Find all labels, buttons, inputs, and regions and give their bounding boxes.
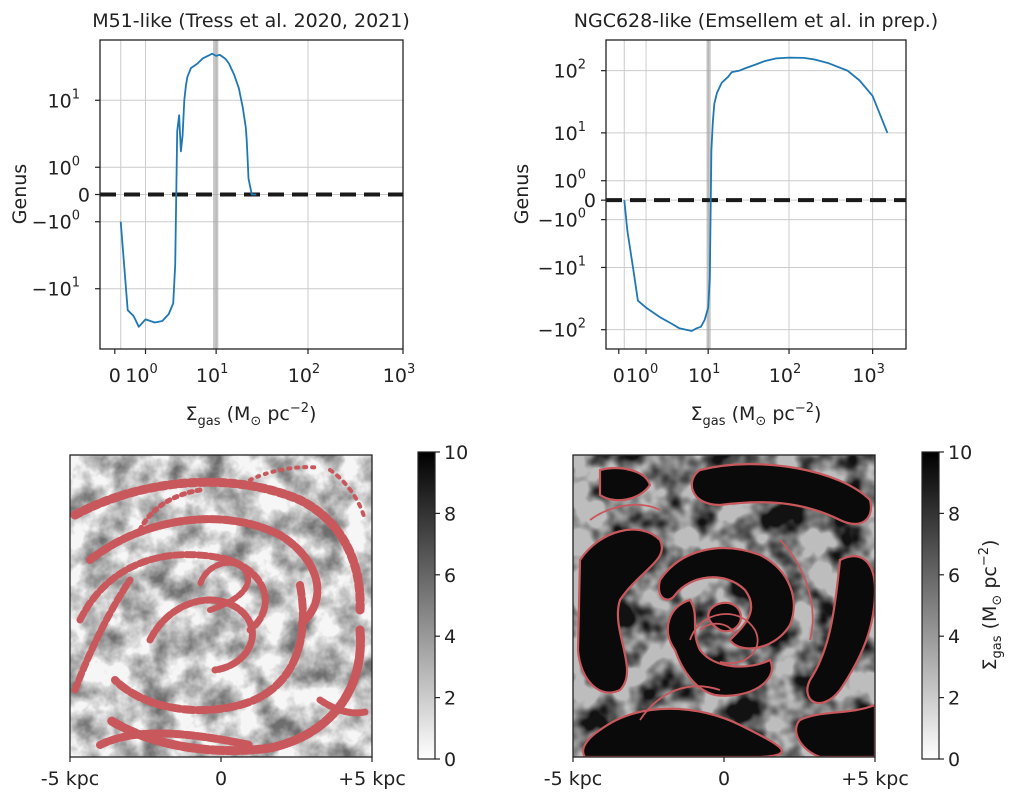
- x-tick-label: 100: [626, 362, 658, 387]
- x-tick-label: 101: [688, 362, 720, 387]
- vband-rect: [706, 40, 711, 349]
- y-tick-label: 0: [78, 185, 90, 207]
- colorbar-tick-labels: 0 2 4 6 8 10: [939, 442, 972, 771]
- x-tick-label: 0: [215, 768, 227, 790]
- colorbar-gradient: [417, 451, 436, 760]
- x-tick-label: -5 kpc: [544, 768, 603, 790]
- y-tick-label: 101: [48, 87, 80, 112]
- contour-lines: [589, 503, 814, 721]
- y-tick-label: −102: [538, 317, 586, 342]
- colorbar-tick-label: 2: [948, 688, 960, 710]
- colorbar-tick-label: 4: [444, 626, 456, 648]
- x-tick-labels: -5 kpc 0 +5 kpc: [41, 757, 406, 790]
- colorbar-tick-label: 10: [948, 442, 972, 464]
- plot-frame: [605, 39, 907, 350]
- x-tick-label: 103: [852, 362, 884, 387]
- gas-map-m51: -5 kpc 0 +5 kpc 0 2 4 6 8 10: [41, 442, 468, 790]
- y-tick-label: −100: [32, 209, 80, 234]
- grid: [606, 40, 906, 349]
- x-tick-label: -5 kpc: [41, 768, 100, 790]
- gas-density-image: [573, 455, 875, 757]
- contours: [576, 463, 875, 757]
- colorbar-gradient: [921, 451, 940, 760]
- x-tick-label: 0: [613, 365, 625, 387]
- series: [623, 56, 889, 332]
- vertical-band: [213, 40, 219, 349]
- y-tick-label: 100: [554, 168, 586, 193]
- colorbar-tick-label: 2: [444, 688, 456, 710]
- colorbar-tick-label: 0: [948, 749, 960, 771]
- vband-rect: [213, 40, 219, 349]
- x-tick-label: +5 kpc: [841, 768, 909, 790]
- x-axis-label: Σgas (M⊙ pc−2): [186, 401, 317, 429]
- y-tick-label: −101: [32, 276, 80, 301]
- x-axis-label: Σgas (M⊙ pc−2): [691, 401, 822, 429]
- x-tick-label: 0: [718, 768, 730, 790]
- y-tick-label: 101: [554, 120, 586, 145]
- x-tick-label: 100: [125, 362, 157, 387]
- colorbar-label: Σgas (M⊙ pc−2): [977, 540, 1005, 671]
- colorbar-tick-label: 4: [948, 626, 960, 648]
- y-tick-label: 102: [554, 58, 586, 83]
- colorbar: 0 2 4 6 8 10: [417, 442, 468, 771]
- gas-map-ngc628: -5 kpc 0 +5 kpc 0 2 4 6 8 10 Σgas (M⊙ pc−2): [544, 442, 1005, 790]
- x-tick-label: 102: [288, 362, 320, 387]
- x-tick-label: 101: [196, 362, 228, 387]
- colorbar-tick-label: 8: [948, 503, 960, 525]
- colorbar-tick-label: 10: [444, 442, 468, 464]
- x-tick-label: 103: [383, 362, 415, 387]
- y-axis-label: Genus: [9, 164, 31, 224]
- series: [119, 52, 257, 328]
- colorbar-tick-labels: 0 2 4 6 8 10: [435, 442, 468, 771]
- x-tick-labels: 0 100 101 102 103: [613, 349, 885, 387]
- y-tick-labels: 101 100 0−100 −101: [32, 87, 100, 301]
- gas-density-image: [70, 455, 372, 757]
- colorbar-tick-label: 0: [444, 749, 456, 771]
- x-tick-label: 0: [109, 365, 121, 387]
- colorbar: 0 2 4 6 8 10 Σgas (M⊙ pc−2): [921, 442, 1005, 771]
- x-tick-labels: 0 100 101 102 103: [109, 349, 415, 387]
- x-tick-labels: -5 kpc 0 +5 kpc: [544, 757, 909, 790]
- colorbar-tick-label: 6: [444, 565, 456, 587]
- y-tick-label: −101: [538, 254, 586, 279]
- y-tick-label: −100: [538, 207, 586, 232]
- series-line-0: [119, 52, 257, 328]
- contours: [70, 465, 369, 756]
- y-axis-label: Genus: [511, 164, 533, 224]
- series-line-0: [623, 56, 889, 332]
- x-tick-label: +5 kpc: [338, 768, 406, 790]
- genus-plot-ngc628: NGC628-like (Emsellem et al. in prep.) 0…: [511, 10, 938, 429]
- vertical-band: [706, 40, 711, 349]
- y-tick-label: 100: [48, 154, 80, 179]
- chart-title: NGC628-like (Emsellem et al. in prep.): [574, 10, 938, 32]
- x-tick-label: 102: [769, 362, 801, 387]
- y-tick-label: 0: [584, 190, 596, 212]
- colorbar-tick-label: 8: [444, 503, 456, 525]
- chart-title: M51-like (Tress et al. 2020, 2021): [92, 10, 410, 32]
- colorbar-tick-label: 6: [948, 565, 960, 587]
- genus-plot-m51: M51-like (Tress et al. 2020, 2021) 0 100 1…: [9, 10, 415, 429]
